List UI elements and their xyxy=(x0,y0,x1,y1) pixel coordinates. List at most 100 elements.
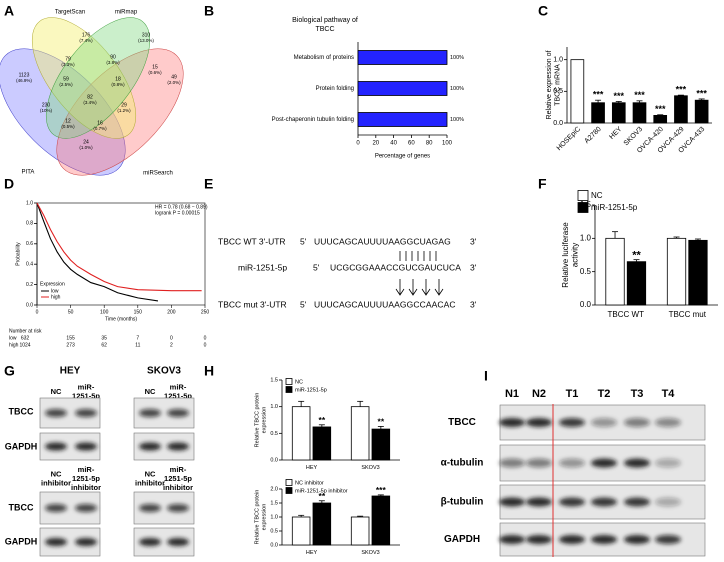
blot-band xyxy=(591,418,617,427)
lane-label: 1251-5p xyxy=(164,474,192,483)
y-axis-label: activity xyxy=(571,243,580,267)
category-label: Protein folding xyxy=(316,86,354,92)
legend-swatch xyxy=(285,378,293,385)
risk-count: 35 xyxy=(101,335,107,341)
venn-diagram xyxy=(0,17,184,176)
y-tick-label: 1.0 xyxy=(553,57,563,64)
significance: ** xyxy=(378,417,385,427)
panel-label: H xyxy=(204,363,214,379)
x-tick-label: 100 xyxy=(442,141,453,147)
blot-band xyxy=(499,418,525,427)
legend-label: miR-1251-5p xyxy=(295,387,327,393)
panel-label: C xyxy=(538,3,548,19)
blot-band xyxy=(591,458,617,468)
annotation: logrank P = 0.00015 xyxy=(155,210,200,216)
x-tick-label: 200 xyxy=(167,309,176,315)
three-prime: 3' xyxy=(470,262,477,272)
row-label: TBCC xyxy=(9,502,34,512)
y-tick-label: 0.5 xyxy=(553,88,563,95)
panel-label: B xyxy=(204,3,214,19)
blot-band xyxy=(167,538,189,546)
blot-band xyxy=(526,458,552,468)
legend-swatch xyxy=(285,479,293,486)
lane-label: inhibitor xyxy=(41,478,71,487)
risk-table-title: Number at risk xyxy=(9,328,42,334)
lane-label: miR- xyxy=(170,382,187,391)
risk-count: 273 xyxy=(66,342,75,348)
bar xyxy=(632,102,647,124)
significance: ** xyxy=(632,250,641,262)
lane-label: 1251-5p xyxy=(72,391,100,400)
three-prime: 3' xyxy=(470,236,477,246)
lane-label: N1 xyxy=(505,388,519,400)
venn-set-label: miRSearch xyxy=(143,171,173,177)
blot-band xyxy=(526,535,552,544)
x-tick-label: 150 xyxy=(134,309,143,315)
blot-band xyxy=(167,409,189,417)
lane-label: NC xyxy=(51,387,62,396)
venn-set-label: miRmap xyxy=(115,10,138,16)
bar xyxy=(371,428,391,461)
y-axis-label: Probability xyxy=(15,242,21,266)
blot-band xyxy=(559,535,585,544)
five-prime: 5' xyxy=(313,262,320,272)
row-label: GAPDH xyxy=(444,534,480,545)
blot-band xyxy=(499,535,525,544)
x-axis-label: Time (months) xyxy=(105,316,137,322)
blot-band xyxy=(45,504,67,512)
blot-band xyxy=(45,409,67,417)
y-tick-label: 0.0 xyxy=(270,457,278,463)
blot-band xyxy=(75,538,97,546)
legend-label: high xyxy=(51,294,61,300)
lane-label: NC xyxy=(145,469,156,478)
bar xyxy=(357,112,448,127)
venn-share: (10%) xyxy=(40,108,53,113)
lane-label: inhibitor xyxy=(163,483,193,492)
blot-band xyxy=(624,458,650,468)
x-tick-label: A2780 xyxy=(584,126,603,145)
panel-label: A xyxy=(4,3,14,19)
y-tick-label: 0.5 xyxy=(580,267,592,276)
cell-line-label: HEY xyxy=(60,366,81,377)
bar xyxy=(350,516,370,546)
y-axis-label: expression xyxy=(261,407,267,434)
y-tick-label: 2.0 xyxy=(270,486,278,492)
venn-set-label: PITA xyxy=(22,170,35,176)
legend-label: miR-1251-5p inhibitor xyxy=(295,488,348,494)
x-tick-label: 50 xyxy=(68,309,74,315)
blot-band xyxy=(45,442,67,451)
legend-swatch xyxy=(577,202,589,213)
sequence-label: TBCC WT 3'-UTR xyxy=(218,236,286,246)
blot-band xyxy=(624,418,650,427)
legend-label: NC inhibitor xyxy=(295,480,324,486)
blot-band xyxy=(75,504,97,512)
x-tick-label: 250 xyxy=(201,309,210,315)
x-tick-label: 60 xyxy=(408,141,415,147)
lane-label: T4 xyxy=(662,388,676,400)
sequence: UCGCGGAAACCGUCGAUCUCA xyxy=(330,262,461,272)
lane-label: T2 xyxy=(598,388,611,400)
blot-band xyxy=(655,497,681,507)
row-label: TBCC xyxy=(9,406,34,416)
y-tick-label: 0.2 xyxy=(26,282,33,288)
risk-row-label: high xyxy=(9,342,19,348)
y-axis-label: Relative TBCC protein xyxy=(254,490,260,545)
legend-label: NC xyxy=(295,379,303,385)
venn-set-mirsearch xyxy=(56,48,184,176)
legend-label: miR-1251-5p xyxy=(591,203,638,212)
x-axis-label: Percentage of genes xyxy=(375,154,430,160)
lane-label: NC xyxy=(51,469,62,478)
y-axis-label: Relative expression of xyxy=(546,51,553,120)
sequence-label: miR-1251-5p xyxy=(238,262,287,272)
significance: *** xyxy=(376,485,387,495)
blot-band xyxy=(526,497,552,507)
lane-label: inhibitor xyxy=(135,478,165,487)
blot-band xyxy=(655,458,681,468)
sequence: UUUCAGCAUUUUAAGGCUAGAG xyxy=(314,236,451,246)
lane-label: miR- xyxy=(78,382,95,391)
blot-band xyxy=(139,409,161,417)
x-tick-label: 100 xyxy=(100,309,109,315)
sequence-label: TBCC mut 3'-UTR xyxy=(218,299,287,309)
value-label: 100% xyxy=(450,86,464,92)
